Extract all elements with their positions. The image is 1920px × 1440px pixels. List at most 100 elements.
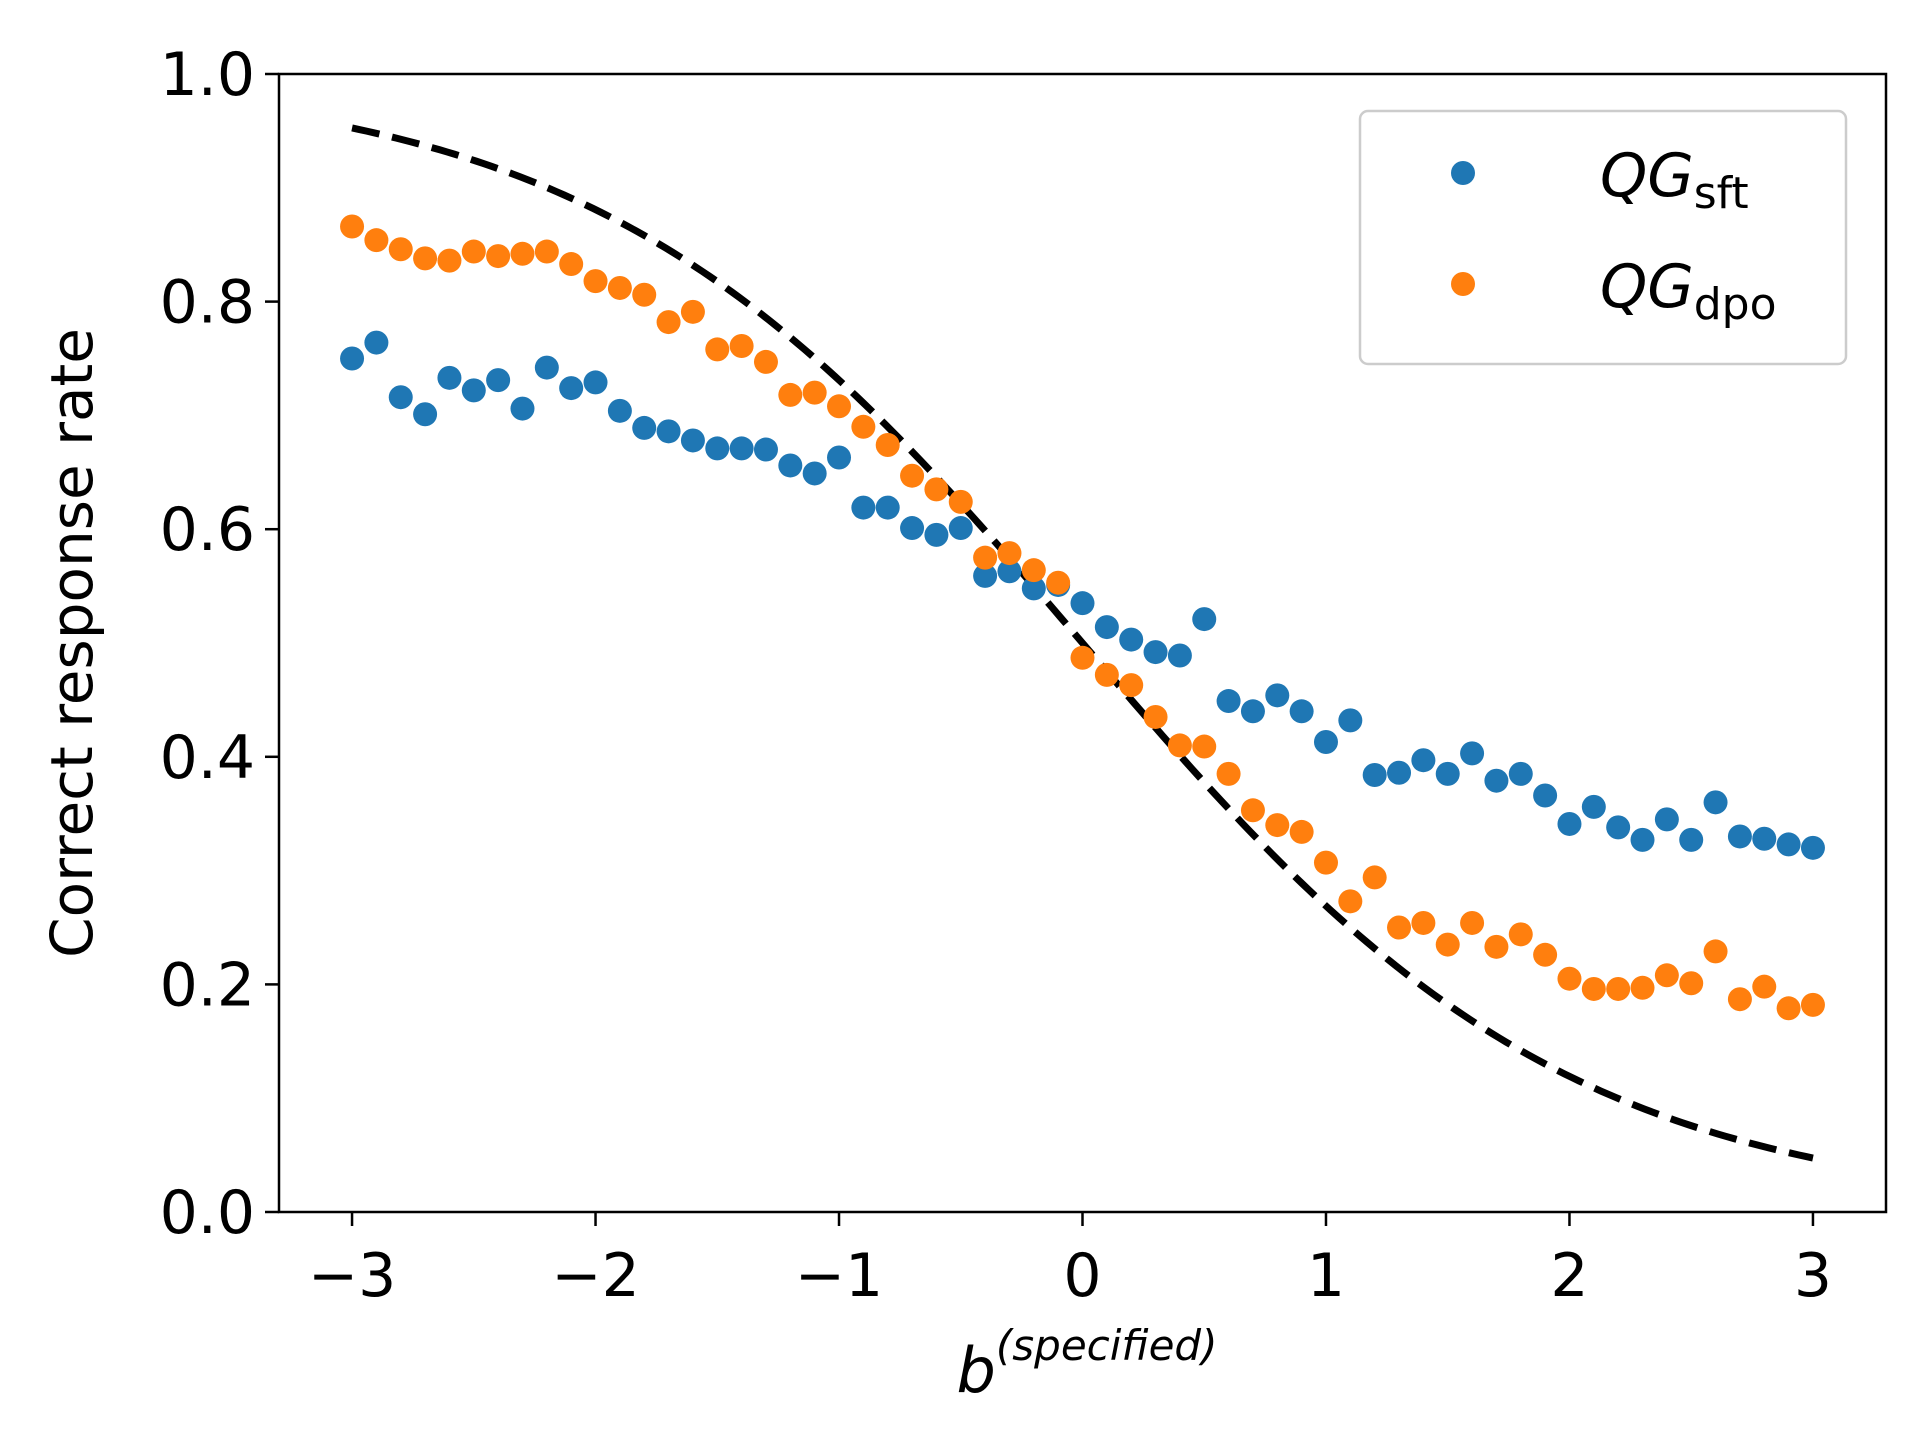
data-point-sft xyxy=(1581,794,1606,819)
data-point-dpo xyxy=(1654,963,1679,988)
data-point-sft xyxy=(1654,807,1679,832)
x-tick-label: 3 xyxy=(1794,1241,1832,1311)
data-point-sft xyxy=(1533,783,1558,808)
y-tick-label: 0.8 xyxy=(160,268,255,338)
data-point-dpo xyxy=(559,252,584,277)
data-point-dpo xyxy=(510,241,535,266)
data-point-sft xyxy=(851,495,876,520)
data-point-dpo xyxy=(924,477,949,502)
y-axis: 0.0 0.2 0.4 0.6 0.8 1.0 xyxy=(160,40,279,1248)
data-point-dpo xyxy=(1387,915,1412,940)
data-point-dpo xyxy=(948,489,973,514)
data-point-sft xyxy=(1630,827,1655,852)
data-point-sft xyxy=(1313,730,1338,755)
data-point-dpo xyxy=(1484,934,1509,959)
plot-area xyxy=(340,124,1825,1162)
data-point-dpo xyxy=(1240,798,1265,823)
data-point-dpo xyxy=(1752,974,1777,999)
data-point-dpo xyxy=(1313,850,1338,875)
x-tick-label: −3 xyxy=(308,1241,396,1311)
data-point-dpo xyxy=(875,432,900,457)
data-point-sft xyxy=(1265,683,1290,708)
data-point-sft xyxy=(753,437,778,462)
data-point-sft xyxy=(1192,607,1217,632)
x-tick-label: 2 xyxy=(1550,1241,1588,1311)
data-point-sft xyxy=(510,396,535,421)
data-point-sft xyxy=(632,415,657,440)
x-tick-label: −2 xyxy=(551,1241,639,1311)
x-axis: −3 −2 −1 0 1 2 3 xyxy=(308,1212,1832,1311)
data-point-dpo xyxy=(1679,971,1704,996)
data-point-dpo xyxy=(802,380,827,405)
legend-label-dpo: QGdpo xyxy=(1600,252,1777,330)
data-point-dpo xyxy=(1362,865,1387,890)
data-point-dpo xyxy=(461,239,486,264)
data-point-sft xyxy=(1387,760,1412,785)
data-point-sft xyxy=(1240,699,1265,724)
data-point-dpo xyxy=(1192,734,1217,759)
data-point-dpo xyxy=(1411,910,1436,935)
data-point-sft xyxy=(680,428,705,453)
data-point-sft xyxy=(486,368,511,393)
data-point-sft xyxy=(1435,761,1460,786)
data-point-sft xyxy=(1703,790,1728,815)
y-tick-label: 0.0 xyxy=(160,1178,255,1248)
y-tick-label: 0.2 xyxy=(160,950,255,1020)
data-point-dpo xyxy=(1630,975,1655,1000)
data-point-sft xyxy=(1752,826,1777,851)
data-point-sft xyxy=(948,516,973,541)
data-point-sft xyxy=(583,370,608,395)
data-point-sft xyxy=(1557,811,1582,836)
data-point-dpo xyxy=(1606,976,1631,1001)
data-point-dpo xyxy=(1581,976,1606,1001)
y-tick-label: 0.4 xyxy=(160,723,255,793)
x-tick-label: 1 xyxy=(1307,1241,1345,1311)
data-point-sft xyxy=(340,346,365,371)
data-point-dpo xyxy=(851,414,876,439)
data-point-sft xyxy=(1606,815,1631,840)
data-point-dpo xyxy=(1800,992,1825,1017)
data-point-dpo xyxy=(437,248,462,273)
data-point-sft xyxy=(1800,835,1825,860)
data-point-sft xyxy=(1289,699,1314,724)
data-point-sft xyxy=(1143,640,1168,665)
data-point-dpo xyxy=(1460,910,1485,935)
data-point-dpo xyxy=(1508,922,1533,947)
legend: QGsft QGdpo xyxy=(1358,109,1848,366)
data-point-dpo xyxy=(413,246,438,271)
x-axis-label-base: b xyxy=(957,1334,996,1407)
data-point-sft xyxy=(1338,708,1363,733)
legend-label-sft: QGsft xyxy=(1600,141,1749,219)
data-point-sft xyxy=(413,402,438,427)
data-point-sft xyxy=(729,436,754,461)
series-dpo xyxy=(340,214,1825,1021)
x-tick-label: −1 xyxy=(795,1241,883,1311)
reference-curve xyxy=(351,124,1814,1162)
x-tick-label: 0 xyxy=(1063,1241,1101,1311)
data-point-dpo xyxy=(632,282,657,307)
data-point-dpo xyxy=(1167,733,1192,758)
data-point-dpo xyxy=(1094,662,1119,687)
x-axis-label-superscript: (specified) xyxy=(996,1321,1218,1370)
data-point-dpo xyxy=(778,382,803,407)
data-point-dpo xyxy=(1265,813,1290,838)
data-point-sft xyxy=(900,516,925,541)
data-point-dpo xyxy=(607,275,632,300)
data-point-sft xyxy=(1776,832,1801,857)
data-point-dpo xyxy=(1021,558,1046,583)
data-point-sft xyxy=(1070,591,1095,616)
legend-marker-sft xyxy=(1451,161,1475,185)
data-point-dpo xyxy=(583,269,608,294)
data-point-sft xyxy=(705,436,730,461)
data-point-dpo xyxy=(1070,645,1095,670)
data-point-dpo xyxy=(1216,761,1241,786)
data-point-dpo xyxy=(1703,939,1728,964)
data-point-dpo xyxy=(1046,570,1071,595)
data-point-dpo xyxy=(680,299,705,324)
data-point-sft xyxy=(461,378,486,403)
data-point-sft xyxy=(1167,643,1192,668)
data-point-sft xyxy=(559,376,584,401)
data-point-dpo xyxy=(1289,819,1314,844)
data-point-dpo xyxy=(900,463,925,488)
data-point-sft xyxy=(388,385,413,410)
